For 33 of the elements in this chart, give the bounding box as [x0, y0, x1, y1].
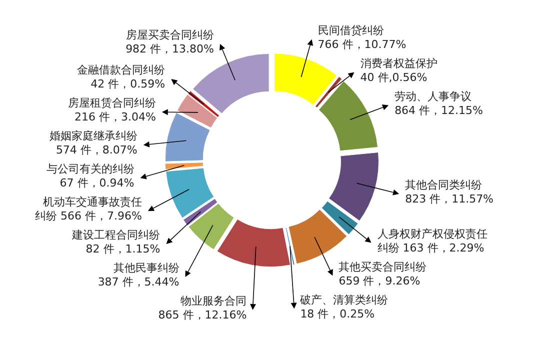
slice-label: 其他买卖合同纠纷 — [338, 260, 427, 274]
slice-label: 婚姻家庭继承纠纷 — [49, 130, 138, 143]
slice-label: 房屋买卖合同纠纷 — [126, 28, 214, 42]
slice-label: 其他合同类纠纷 — [405, 178, 482, 192]
data-label: 865 件，12.16% — [158, 308, 247, 322]
data-label: 982 件，13.80% — [126, 42, 214, 56]
data-label: 574 件，8.07% — [56, 144, 138, 157]
data-label: 216 件，3.04% — [74, 110, 156, 124]
slice-label: 房屋租赁合同纠纷 — [68, 96, 156, 110]
data-label: 766 件，10.77% — [318, 38, 406, 51]
data-label: 40 件,0.56% — [360, 70, 428, 84]
slice-label: 人身权财产权侵权责任纠纷 163 件，2.29% — [377, 227, 488, 254]
data-label: 864 件，12.15% — [394, 104, 484, 117]
slice-label: 破产、清算类纠纷 — [299, 293, 388, 306]
slice-label: 物业服务合同 — [180, 294, 247, 308]
slice-label: 消费者权益保护 — [360, 56, 438, 70]
slice-label: 建设工程合同纠纷 — [71, 228, 160, 242]
data-label: 18 件，0.25% — [300, 307, 375, 320]
slice-label: 民间借贷纠纷 — [318, 24, 384, 37]
donut-slice — [321, 200, 358, 235]
data-label: 67 件，0.94% — [60, 176, 134, 190]
slice-label: 劳动、人事争议 — [394, 90, 472, 103]
slice-label: 金融借款合同纠纷 — [77, 64, 166, 77]
slice-label: 与公司有关的纠纷 — [46, 162, 134, 176]
data-label: 659 件，9.26% — [338, 274, 420, 288]
data-label: 42 件，0.59% — [90, 78, 166, 91]
data-label: 82 件，1.15% — [86, 242, 160, 256]
donut-slice — [315, 76, 342, 108]
data-label: 823 件，11.57% — [405, 192, 494, 206]
data-label: 387 件，5.44% — [98, 276, 180, 289]
slice-label: 其他民事纠纷 — [113, 262, 180, 275]
slice-label: 机动车交通事故责任纠纷 566 件，7.96% — [34, 196, 142, 223]
donut-slice — [318, 80, 378, 152]
